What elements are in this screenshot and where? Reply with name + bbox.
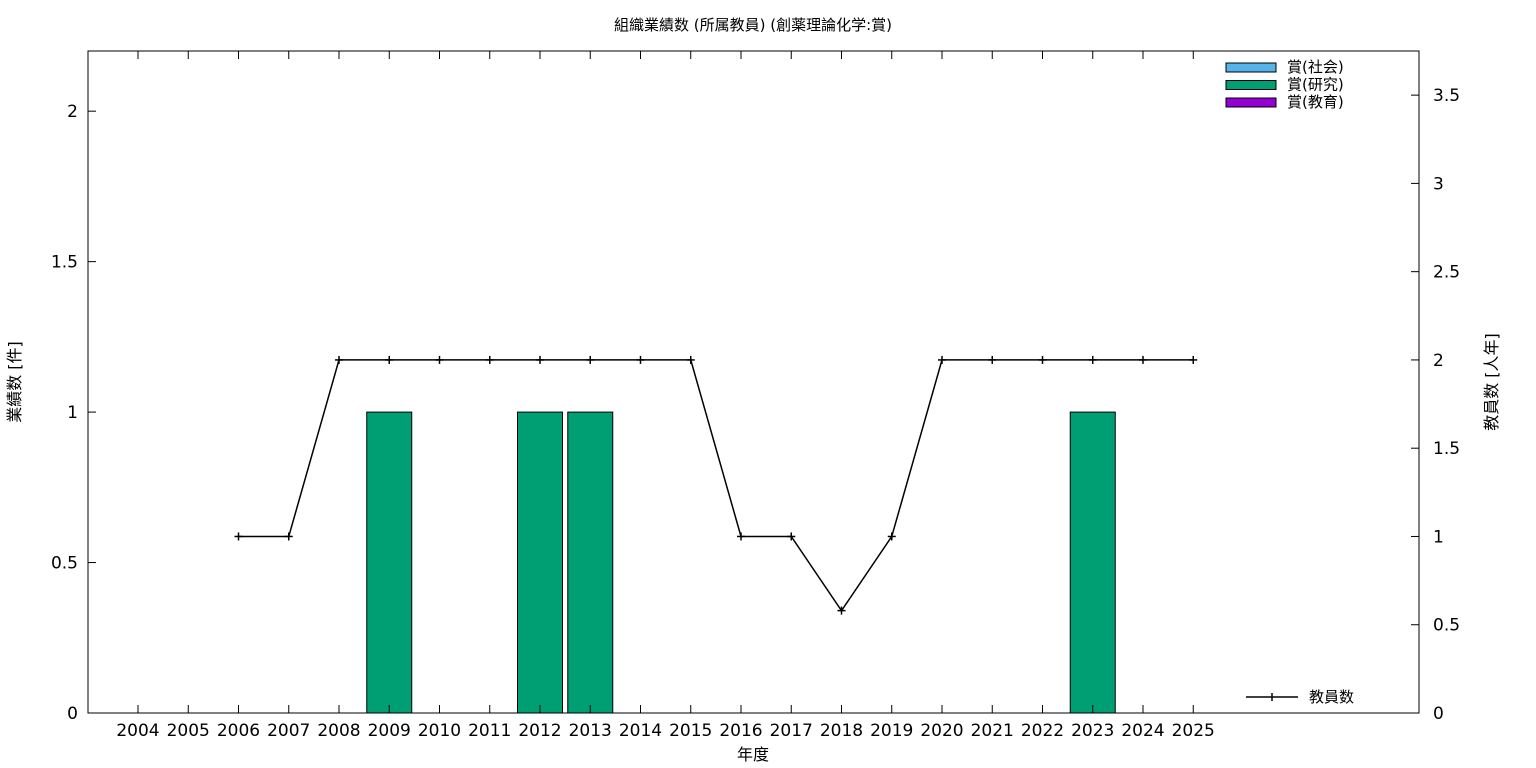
plot-frame bbox=[87, 50, 1420, 714]
staff-count-point bbox=[686, 355, 695, 364]
legend: 賞(社会)賞(研究)賞(教育) 教員数 bbox=[1225, 58, 1354, 706]
y-tick-labels: 0 0.5 1 1.5 2 bbox=[51, 102, 96, 724]
bar-2012-series-1 bbox=[517, 411, 563, 714]
staff-count-line bbox=[238, 359, 1194, 612]
staff-count-point bbox=[1038, 355, 1047, 364]
staff-count-point bbox=[1189, 355, 1198, 364]
legend-swatch-0 bbox=[1225, 62, 1277, 73]
legend-label-0: 賞(社会) bbox=[1287, 58, 1344, 76]
x-tick-label: 2006 bbox=[217, 721, 260, 741]
legend-line-sample bbox=[1246, 693, 1298, 701]
staff-count-point bbox=[234, 532, 243, 541]
y-tick-label: 2 bbox=[67, 102, 78, 122]
staff-count-point bbox=[435, 355, 444, 364]
x-tick-label: 2017 bbox=[770, 721, 813, 741]
y-tick-label: 1.5 bbox=[51, 253, 78, 273]
bar-2023-series-1 bbox=[1069, 411, 1116, 714]
x-tick-label: 2004 bbox=[116, 721, 159, 741]
y2-tick-label: 0.5 bbox=[1433, 616, 1460, 636]
x-tick-label: 2007 bbox=[267, 721, 310, 741]
staff-count-point bbox=[737, 532, 745, 541]
x-tick-labels: 2004 2005 2006 2007 2008 2009 2010 2011 2012 2013… bbox=[116, 51, 1215, 741]
bar-2009-series-1 bbox=[366, 411, 413, 714]
x-tick-label: 2025 bbox=[1172, 721, 1215, 741]
y-axis-label: 業績数 [件] bbox=[5, 341, 24, 423]
x-tick-label: 2021 bbox=[971, 721, 1014, 741]
x-axis-label: 年度 bbox=[737, 745, 769, 764]
legend-swatch-1 bbox=[1225, 80, 1277, 90]
legend-swatch-2 bbox=[1225, 97, 1277, 108]
y2-tick-label: 2 bbox=[1433, 351, 1444, 371]
staff-count-point bbox=[787, 532, 796, 541]
legend-label-staff: 教員数 bbox=[1309, 688, 1354, 706]
staff-count-point bbox=[988, 355, 997, 364]
y2-axis-label: 教員数 [人年] bbox=[1482, 333, 1501, 431]
x-tick-label: 2012 bbox=[518, 721, 561, 741]
y-tick-label: 0 bbox=[67, 704, 78, 724]
staff-count-point bbox=[837, 606, 846, 615]
staff-count-point bbox=[335, 355, 343, 364]
staff-count-point bbox=[586, 355, 595, 364]
x-tick-label: 2023 bbox=[1071, 721, 1114, 741]
x-tick-label: 2005 bbox=[167, 721, 210, 741]
x-tick-label: 2022 bbox=[1021, 721, 1064, 741]
y2-tick-label: 3 bbox=[1433, 174, 1444, 194]
y2-tick-label: 1.5 bbox=[1433, 439, 1460, 459]
staff-count-point bbox=[536, 355, 544, 364]
staff-line-layer bbox=[234, 355, 1198, 615]
staff-count-point bbox=[938, 355, 946, 364]
staff-count-point bbox=[887, 532, 896, 541]
y-tick-label: 1 bbox=[67, 403, 78, 423]
x-tick-label: 2009 bbox=[368, 721, 411, 741]
y2-tick-label: 3.5 bbox=[1433, 86, 1460, 106]
x-tick-label: 2016 bbox=[719, 721, 762, 741]
bar-2013-series-1 bbox=[567, 411, 614, 714]
y2-tick-labels: 0 0.5 1 1.5 2 2.5 3 3.5 bbox=[1411, 86, 1460, 724]
chart-title: 組織業績数 (所属教員) (創薬理論化学:賞) bbox=[614, 16, 892, 34]
staff-count-point bbox=[284, 532, 293, 541]
staff-count-point bbox=[385, 355, 394, 364]
x-tick-label: 2013 bbox=[569, 721, 612, 741]
x-tick-label: 2014 bbox=[619, 721, 662, 741]
y2-tick-label: 1 bbox=[1433, 527, 1444, 547]
x-tick-label: 2020 bbox=[920, 721, 963, 741]
staff-count-point bbox=[636, 355, 645, 364]
y2-tick-label: 0 bbox=[1433, 704, 1444, 724]
staff-count-point bbox=[1139, 355, 1147, 364]
x-tick-label: 2011 bbox=[468, 721, 511, 741]
x-tick-label: 2010 bbox=[418, 721, 461, 741]
x-tick-label: 2019 bbox=[870, 721, 913, 741]
y2-tick-label: 2.5 bbox=[1433, 263, 1460, 283]
y-tick-label: 0.5 bbox=[51, 554, 78, 574]
x-tick-label: 2018 bbox=[820, 721, 863, 741]
x-tick-label: 2015 bbox=[669, 721, 712, 741]
staff-count-point bbox=[1088, 355, 1097, 364]
bars bbox=[366, 411, 1116, 714]
legend-label-1: 賞(研究) bbox=[1287, 76, 1344, 94]
x-tick-label: 2024 bbox=[1121, 721, 1164, 741]
legend-label-2: 賞(教育) bbox=[1287, 93, 1344, 111]
staff-count-point bbox=[485, 355, 494, 364]
x-tick-label: 2008 bbox=[317, 721, 360, 741]
